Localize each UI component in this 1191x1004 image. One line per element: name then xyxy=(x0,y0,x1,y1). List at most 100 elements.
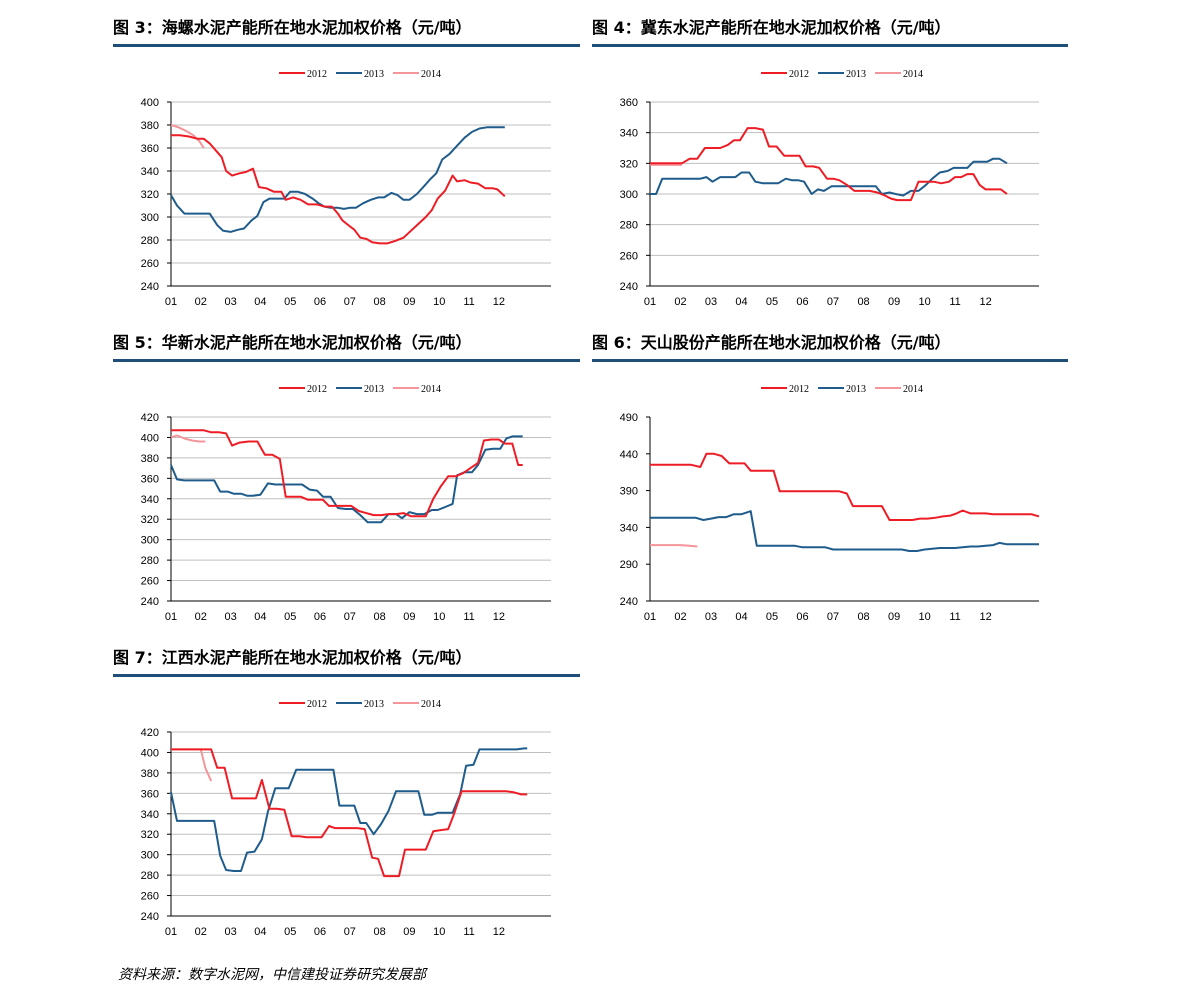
figure-7-title: 图 7：江西水泥产能所在地水泥加权价格（元/吨） xyxy=(113,648,472,667)
y-tick-label: 400 xyxy=(141,432,159,444)
y-tick-label: 260 xyxy=(141,258,159,270)
x-tick-label: 12 xyxy=(493,296,505,308)
x-tick-label: 10 xyxy=(433,296,445,308)
figure-4-title: 图 4：冀东水泥产能所在地水泥加权价格（元/吨） xyxy=(592,18,951,37)
figure-5-chart: 240 260 280 300 320 340 360 380 400 420 01 02 03 04 05… xyxy=(141,384,551,623)
y-tick-label: 360 xyxy=(141,473,159,485)
x-tick-label: 07 xyxy=(344,611,356,623)
legend-label-2012: 2012 xyxy=(307,699,327,710)
y-tick-label: 360 xyxy=(141,143,159,155)
figure-6-title-rule xyxy=(592,359,1068,362)
figure-6-title: 图 6：天山股份产能所在地水泥加权价格（元/吨） xyxy=(592,333,951,352)
x-tick-label: 05 xyxy=(766,611,778,623)
x-tick-label: 03 xyxy=(224,611,236,623)
y-tick-label: 340 xyxy=(141,166,159,178)
x-tick-label: 09 xyxy=(403,611,415,623)
x-tick-label: 05 xyxy=(284,926,296,938)
figure-3-title: 图 3：海螺水泥产能所在地水泥加权价格（元/吨） xyxy=(113,18,472,37)
x-tick-label: 12 xyxy=(493,926,505,938)
x-tick-label: 02 xyxy=(674,611,686,623)
x-tick-label: 06 xyxy=(796,611,808,623)
legend-label-2012: 2012 xyxy=(307,384,327,395)
y-tick-label: 320 xyxy=(620,158,638,170)
x-tick-label: 08 xyxy=(857,611,869,623)
x-tick-label: 12 xyxy=(979,296,991,308)
series-line-2012 xyxy=(650,452,1040,521)
y-tick-label: 260 xyxy=(620,250,638,262)
x-tick-label: 09 xyxy=(403,296,415,308)
figure-5-title-rule xyxy=(113,359,580,362)
y-tick-label: 440 xyxy=(620,449,638,461)
legend-label-2013: 2013 xyxy=(846,69,866,80)
x-tick-label: 10 xyxy=(918,296,930,308)
x-tick-label: 02 xyxy=(195,926,207,938)
legend-label-2013: 2013 xyxy=(364,384,384,395)
figure-5-title: 图 5：华新水泥产能所在地水泥加权价格（元/吨） xyxy=(113,333,472,352)
figure-7-panel: 图 7：江西水泥产能所在地水泥加权价格（元/吨） 240 260 280 300 320… xyxy=(113,646,580,946)
figure-4-chart: 240 260 280 300 320 340 360 01 02 03 04 05 06 07 08 09 1… xyxy=(620,69,1039,308)
x-tick-label: 08 xyxy=(374,926,386,938)
y-tick-label: 290 xyxy=(620,559,638,571)
x-tick-label: 09 xyxy=(403,926,415,938)
y-tick-label: 380 xyxy=(141,453,159,465)
y-tick-label: 240 xyxy=(620,596,638,608)
x-tick-label: 03 xyxy=(705,296,717,308)
y-tick-label: 490 xyxy=(620,412,638,424)
legend-label-2012: 2012 xyxy=(789,384,809,395)
x-tick-label: 06 xyxy=(314,611,326,623)
x-tick-label: 07 xyxy=(344,296,356,308)
y-tick-label: 280 xyxy=(141,870,159,882)
x-tick-label: 08 xyxy=(374,296,386,308)
x-tick-label: 12 xyxy=(979,611,991,623)
series-line-2014 xyxy=(171,748,213,782)
y-tick-label: 380 xyxy=(141,768,159,780)
legend-label-2014: 2014 xyxy=(903,69,923,80)
legend-label-2014: 2014 xyxy=(421,69,441,80)
figure-7-title-rule xyxy=(113,674,580,677)
series-line-2012 xyxy=(171,748,528,878)
x-tick-label: 04 xyxy=(254,296,266,308)
y-tick-label: 320 xyxy=(141,829,159,841)
x-tick-label: 07 xyxy=(827,296,839,308)
y-tick-label: 240 xyxy=(620,281,638,293)
y-tick-label: 340 xyxy=(141,809,159,821)
figure-5-panel: 图 5：华新水泥产能所在地水泥加权价格（元/吨） 240 260 280 300 320… xyxy=(113,331,580,631)
y-tick-label: 420 xyxy=(141,727,159,739)
figure-3-panel: 图 3：海螺水泥产能所在地水泥加权价格（元/吨） 240 260 280 300 320… xyxy=(113,16,580,316)
y-tick-label: 240 xyxy=(141,281,159,293)
figure-4-panel: 图 4：冀东水泥产能所在地水泥加权价格（元/吨） 240 260 280 300 320… xyxy=(592,16,1068,316)
x-tick-label: 04 xyxy=(254,926,266,938)
series-line-2012 xyxy=(171,134,506,245)
y-tick-label: 300 xyxy=(620,189,638,201)
x-tick-label: 07 xyxy=(344,926,356,938)
legend-label-2014: 2014 xyxy=(421,384,441,395)
x-tick-label: 09 xyxy=(888,611,900,623)
figure-3-title-rule xyxy=(113,44,580,47)
x-tick-label: 05 xyxy=(766,296,778,308)
source-note: 资料来源：数字水泥网，中信建投证券研究发展部 xyxy=(118,967,426,983)
x-tick-label: 03 xyxy=(224,926,236,938)
y-tick-label: 280 xyxy=(141,235,159,247)
x-tick-label: 08 xyxy=(857,296,869,308)
y-tick-label: 260 xyxy=(141,891,159,903)
figure-3-chart: 240 260 280 300 320 340 360 380 400 01 02 03 04 05 06 0… xyxy=(141,69,551,308)
x-tick-label: 11 xyxy=(463,296,474,308)
x-tick-label: 08 xyxy=(374,611,386,623)
figure-6-chart: 240 290 340 390 440 490 01 02 03 04 05 06 07 08 09 10 11… xyxy=(620,384,1040,623)
x-tick-label: 07 xyxy=(827,611,839,623)
y-tick-label: 420 xyxy=(141,412,159,424)
y-tick-label: 400 xyxy=(141,747,159,759)
x-tick-label: 11 xyxy=(463,926,474,938)
x-tick-label: 06 xyxy=(314,296,326,308)
y-tick-label: 240 xyxy=(141,911,159,923)
y-tick-label: 360 xyxy=(141,788,159,800)
x-tick-label: 04 xyxy=(735,296,747,308)
x-tick-label: 10 xyxy=(918,611,930,623)
x-tick-label: 01 xyxy=(165,296,177,308)
series-line-2014 xyxy=(650,544,698,548)
legend-label-2013: 2013 xyxy=(364,69,384,80)
series-line-2013 xyxy=(650,510,1039,552)
y-tick-label: 260 xyxy=(141,576,159,588)
y-tick-label: 240 xyxy=(141,596,159,608)
legend-label-2013: 2013 xyxy=(364,699,384,710)
